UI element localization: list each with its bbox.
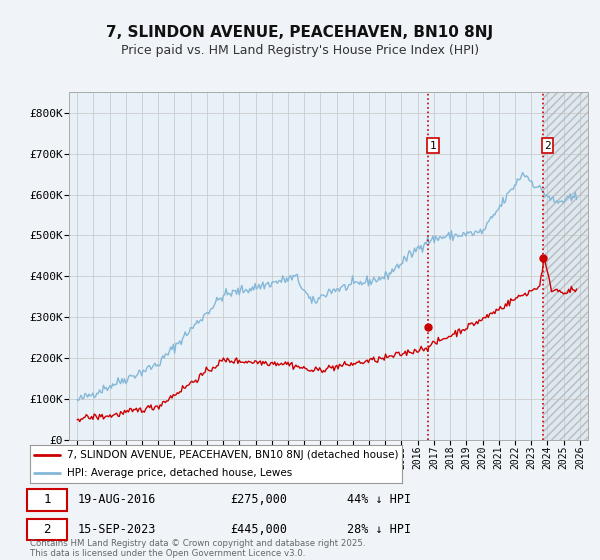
Text: 2: 2 [43,523,51,536]
Text: 19-AUG-2016: 19-AUG-2016 [77,493,156,506]
Text: 7, SLINDON AVENUE, PEACEHAVEN, BN10 8NJ (detached house): 7, SLINDON AVENUE, PEACEHAVEN, BN10 8NJ … [67,450,398,460]
FancyBboxPatch shape [28,489,67,511]
FancyBboxPatch shape [28,519,67,540]
Bar [543,92,588,440]
Text: 1: 1 [43,493,51,506]
Text: 28% ↓ HPI: 28% ↓ HPI [347,523,411,536]
Text: 7, SLINDON AVENUE, PEACEHAVEN, BN10 8NJ: 7, SLINDON AVENUE, PEACEHAVEN, BN10 8NJ [106,25,494,40]
Text: £445,000: £445,000 [230,523,287,536]
Text: Price paid vs. HM Land Registry's House Price Index (HPI): Price paid vs. HM Land Registry's House … [121,44,479,57]
Text: 44% ↓ HPI: 44% ↓ HPI [347,493,411,506]
Text: £275,000: £275,000 [230,493,287,506]
Text: 2: 2 [544,141,551,151]
Text: 15-SEP-2023: 15-SEP-2023 [77,523,156,536]
Bar [543,92,588,440]
Text: Contains HM Land Registry data © Crown copyright and database right 2025.
This d: Contains HM Land Registry data © Crown c… [30,539,365,558]
Text: 1: 1 [430,141,436,151]
Text: HPI: Average price, detached house, Lewes: HPI: Average price, detached house, Lewe… [67,468,292,478]
